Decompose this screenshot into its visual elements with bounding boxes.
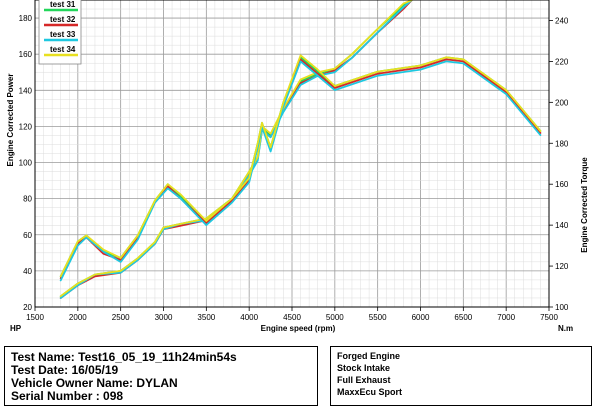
x-tick-label: 4000: [240, 313, 258, 322]
y-axis-title: Engine Corrected Power: [6, 74, 15, 167]
config-line-1: Forged Engine: [337, 351, 400, 361]
x-axis-unit: HP: [10, 324, 22, 333]
config-line-3: Full Exhaust: [337, 375, 391, 385]
vehicle-owner: Vehicle Owner Name: DYLAN: [11, 376, 178, 390]
legend-label-test-31: test 31: [50, 0, 76, 9]
y2-axis-unit: N.m: [558, 324, 573, 333]
y-tick-label: 140: [19, 86, 33, 95]
config-line-4: MaxxEcu Sport: [337, 387, 403, 397]
y2-tick-label: 140: [555, 221, 569, 230]
grid-lines: [34, 0, 550, 308]
legend-label-test-32: test 32: [50, 15, 76, 24]
legend-label-test-33: test 33: [50, 30, 76, 39]
dyno-chart: 1500 2000 2500 3000 3500 4000 4500 5000 5500 6000…: [6, 0, 589, 333]
y2-tick-label: 120: [555, 262, 569, 271]
y-tick-label: 100: [19, 159, 33, 168]
torque-line-test-34: [59, 54, 542, 278]
y2-tick-label: 160: [555, 180, 569, 189]
y2-tick-label: 200: [555, 98, 569, 107]
y-tick-label: 120: [19, 122, 33, 131]
y-tick-label: 180: [19, 14, 33, 23]
x-tick-label: 4500: [283, 313, 301, 322]
test-name: Test Name: Test16_05_19_11h24min54s: [11, 350, 237, 364]
y-tick-label: 40: [23, 267, 32, 276]
x-tick-label: 7000: [497, 313, 515, 322]
y2-axis-ticks: 100 120 140 160 180 200 220 240: [549, 16, 569, 312]
y-axis-ticks: 20 40 60 80 100 120 140 160 180: [19, 14, 33, 312]
y2-tick-label: 180: [555, 139, 569, 148]
legend: test 31 test 32 test 33 test 34: [38, 0, 82, 65]
x-tick-label: 5500: [369, 313, 387, 322]
x-axis-ticks: 1500 2000 2500 3000 3500 4000 4500 5000 5500 6000…: [26, 307, 558, 322]
y2-tick-label: 240: [555, 16, 569, 25]
x-tick-label: 2000: [69, 313, 87, 322]
torque-line-test-33: [59, 60, 542, 282]
x-tick-label: 3000: [155, 313, 173, 322]
test-date: Test Date: 16/05/19: [11, 363, 119, 377]
x-tick-label: 1500: [26, 313, 44, 322]
x-tick-label: 6500: [454, 313, 472, 322]
y-tick-label: 60: [23, 231, 32, 240]
x-tick-label: 5000: [326, 313, 344, 322]
legend-label-test-34: test 34: [50, 45, 76, 54]
y2-axis-title: Engine Corrected Torque: [580, 157, 589, 253]
x-axis-title: Engine speed (rpm): [261, 324, 336, 333]
y-tick-label: 80: [23, 195, 32, 204]
x-tick-label: 7500: [540, 313, 558, 322]
serial-number: Serial Number : 098: [11, 389, 124, 403]
y-tick-label: 160: [19, 50, 33, 59]
config-line-2: Stock Intake: [337, 363, 391, 373]
y-tick-label: 20: [23, 303, 32, 312]
engine-config-panel: Forged Engine Stock Intake Full Exhaust …: [330, 346, 592, 406]
series-lines: [59, 0, 542, 299]
series-group: [59, 0, 542, 299]
test-info-panel: Test Name: Test16_05_19_11h24min54s Test…: [4, 346, 318, 406]
x-tick-label: 2500: [112, 313, 130, 322]
y2-tick-label: 100: [555, 303, 569, 312]
y2-tick-label: 220: [555, 57, 569, 66]
x-tick-label: 3500: [197, 313, 215, 322]
x-tick-label: 6000: [412, 313, 430, 322]
